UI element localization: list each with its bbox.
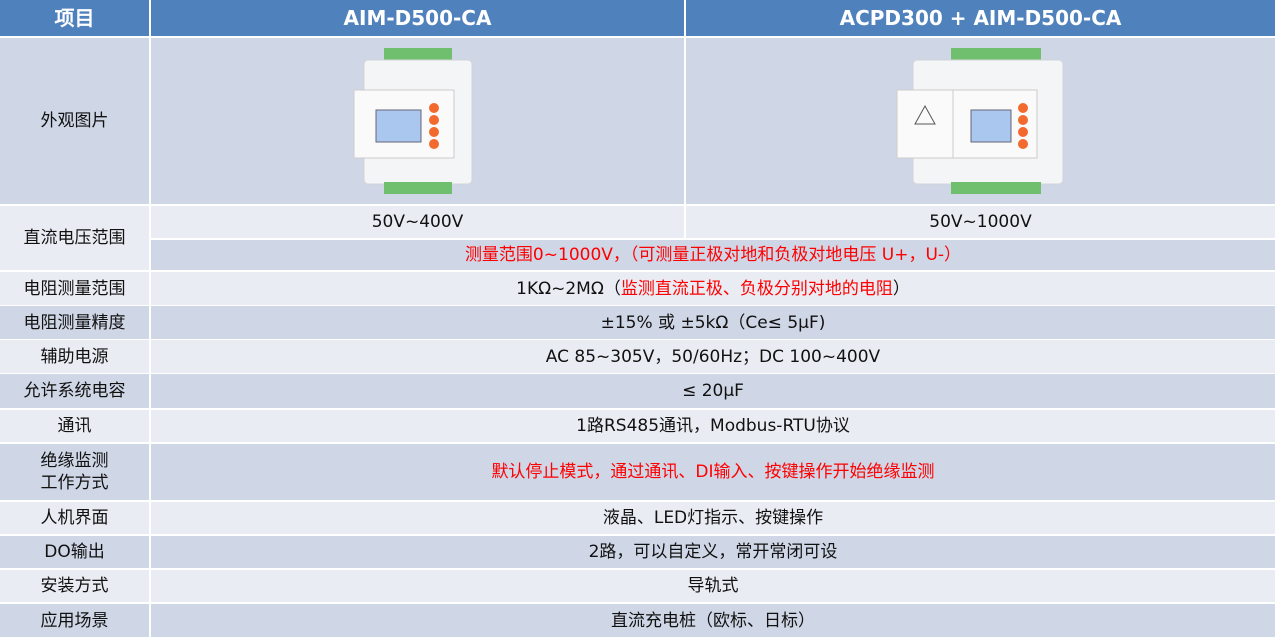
header-model-2: ACPD300 + AIM-D500-CA (686, 0, 1275, 36)
table-row-res-acc: 电阻测量精度 ±15% 或 ±5kΩ（Ce≤ 5μF) (0, 306, 1275, 339)
row-value: 1路RS485通讯，Modbus-RTU协议 (151, 410, 1275, 442)
table-row-install: 安装方式 导轨式 (0, 570, 1275, 602)
device-image-aim (353, 48, 472, 194)
table-row-comm: 通讯 1路RS485通讯，Modbus-RTU协议 (0, 410, 1275, 442)
row-value: 默认停止模式，通过通讯、DI输入、按键操作开始绝缘监测 (151, 444, 1275, 500)
row-label: 绝缘监测 工作方式 (0, 444, 149, 500)
row-value: 导轨式 (151, 570, 1275, 602)
table-row-capacitance: 允许系统电容 ≤ 20μF (0, 374, 1275, 408)
row-value: ≤ 20μF (151, 374, 1275, 408)
dc-voltage-2: 50V~1000V (686, 206, 1275, 238)
dc-voltage-1: 50V~400V (151, 206, 684, 238)
row-label: 安装方式 (0, 570, 149, 602)
row-value: 2路，可以自定义，常开常闭可设 (151, 536, 1275, 568)
row-label: 电阻测量精度 (0, 306, 149, 339)
row-value: AC 85~305V，50/60Hz；DC 100~400V (151, 340, 1275, 373)
row-label: 人机界面 (0, 502, 149, 534)
device-image-acpd (896, 48, 1063, 194)
row-value: ±15% 或 ±5kΩ（Ce≤ 5μF) (151, 306, 1275, 339)
table-row-mode: 绝缘监测 工作方式 默认停止模式，通过通讯、DI输入、按键操作开始绝缘监测 (0, 444, 1275, 500)
table-row-aux-power: 辅助电源 AC 85~305V，50/60Hz；DC 100~400V (0, 340, 1275, 373)
row-label: 通讯 (0, 410, 149, 442)
row-label: 直流电压范围 (0, 206, 149, 270)
row-label: 允许系统电容 (0, 374, 149, 408)
header-model-1: AIM-D500-CA (151, 0, 684, 36)
row-label: 辅助电源 (0, 340, 149, 373)
row-value: 液晶、LED灯指示、按键操作 (151, 502, 1275, 534)
table-row-hmi: 人机界面 液晶、LED灯指示、按键操作 (0, 502, 1275, 534)
row-value: 直流充电桩（欧标、日标） (151, 604, 1275, 637)
row-label: DO输出 (0, 536, 149, 568)
table-row-res-range: 电阻测量范围 1KΩ~2MΩ（ 监测直流正极、负极分别对地的电阻） (0, 272, 1275, 305)
table-row-appearance: 外观图片 (0, 38, 1275, 204)
table-row-do: DO输出 2路，可以自定义，常开常闭可设 (0, 536, 1275, 568)
res-range-value: 1KΩ~2MΩ（ 监测直流正极、负极分别对地的电阻） (151, 272, 1275, 305)
row-label: 应用场景 (0, 604, 149, 637)
table-row-app: 应用场景 直流充电桩（欧标、日标） (0, 604, 1275, 637)
dc-voltage-note: 测量范围0~1000V，（可测量正极对地和负极对地电压 U+，U-） (151, 240, 1275, 270)
row-label: 电阻测量范围 (0, 272, 149, 305)
header-item: 项目 (0, 0, 149, 36)
table-row-dc-voltage: 直流电压范围 50V~400V 50V~1000V 测量范围0~1000V，（可… (0, 206, 1275, 270)
row-label: 外观图片 (0, 38, 149, 204)
table-header: 项目 AIM-D500-CA ACPD300 + AIM-D500-CA (0, 0, 1275, 36)
